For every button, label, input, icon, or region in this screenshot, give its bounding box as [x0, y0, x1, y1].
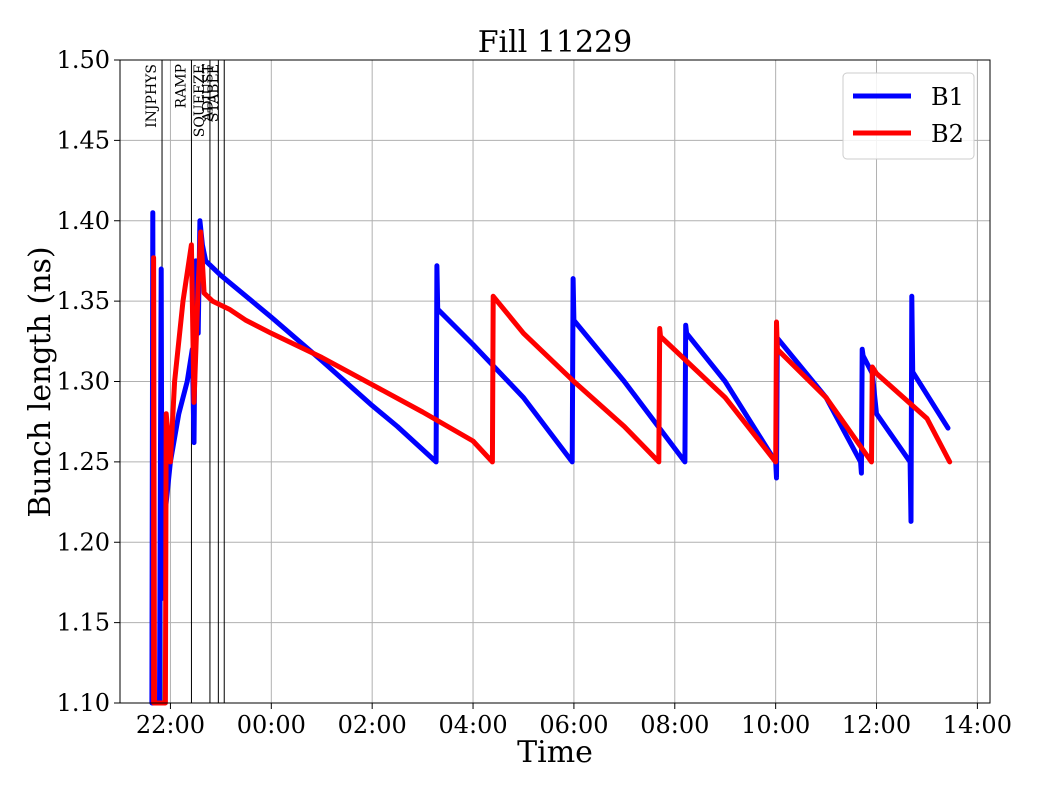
mode-marker-label: ADJUST	[200, 63, 216, 122]
x-tick-label: 22:00	[136, 711, 205, 739]
y-tick-label: 1.40	[57, 207, 110, 235]
y-axis-ticks: 1.10 1.15 1.20 1.25 1.30 1.35 1.40 1.45 1.50	[57, 46, 120, 717]
x-tick-label: 12:00	[842, 711, 911, 739]
legend-label: B2	[931, 120, 964, 148]
y-tick-label: 1.10	[57, 689, 110, 717]
x-axis-label: Time	[517, 735, 593, 770]
x-tick-label: 04:00	[438, 711, 507, 739]
y-tick-label: 1.30	[57, 368, 110, 396]
y-tick-label: 1.45	[57, 126, 110, 154]
mode-marker-label: INJPHYS	[144, 64, 160, 128]
y-axis-label: Bunch length (ns)	[23, 246, 58, 517]
x-tick-label: 00:00	[237, 711, 306, 739]
y-tick-label: 1.20	[57, 528, 110, 556]
x-tick-label: 10:00	[741, 711, 810, 739]
mode-marker-label: SQUEEZE	[192, 64, 208, 137]
legend-label: B1	[931, 83, 964, 111]
y-tick-label: 1.25	[57, 448, 110, 476]
y-tick-label: 1.35	[57, 287, 110, 315]
series-line-b1	[149, 210, 951, 706]
x-tick-label: 14:00	[943, 711, 1012, 739]
data-series	[149, 210, 953, 706]
x-axis-ticks: 22:00 00:00 02:00 04:00 06:00 08:00 10:00 12:00…	[136, 703, 1012, 739]
mode-marker-label: STABLE	[206, 64, 222, 122]
y-tick-label: 1.15	[57, 609, 110, 637]
x-tick-label: 06:00	[539, 711, 608, 739]
y-tick-label: 1.50	[57, 46, 110, 74]
chart-title: Fill 11229	[478, 25, 633, 60]
x-tick-label: 02:00	[338, 711, 407, 739]
series-line-b2	[151, 229, 953, 706]
mode-marker-label: RAMP	[173, 64, 189, 108]
x-tick-label: 08:00	[640, 711, 709, 739]
